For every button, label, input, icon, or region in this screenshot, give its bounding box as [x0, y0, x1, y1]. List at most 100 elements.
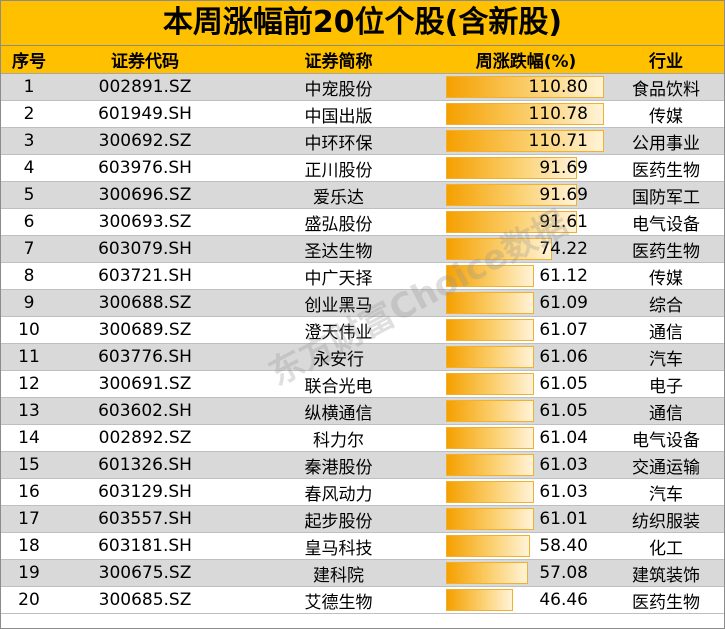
change-bar — [446, 508, 534, 530]
cell-name: 永安行 — [233, 343, 444, 371]
header-name: 证券简称 — [233, 46, 444, 74]
cell-industry: 传媒 — [608, 100, 724, 128]
cell-name: 起步股份 — [233, 505, 444, 533]
cell-rank: 13 — [1, 397, 57, 425]
table-body: 1 002891.SZ 中宠股份 110.80 食品饮料 2 601949.SH 中国出版 11… — [1, 73, 724, 614]
cell-change: 61.07 — [444, 316, 608, 344]
cell-name: 纵横通信 — [233, 397, 444, 425]
table-row: 2 601949.SH 中国出版 110.78 传媒 — [1, 100, 724, 128]
change-value: 61.12 — [539, 266, 588, 286]
cell-industry: 传媒 — [608, 262, 724, 290]
cell-industry: 电气设备 — [608, 208, 724, 236]
table-row: 16 603129.SH 春风动力 61.03 汽车 — [1, 478, 724, 506]
cell-change: 61.03 — [444, 451, 608, 479]
cell-name: 中环环保 — [233, 127, 444, 155]
change-bar — [446, 103, 604, 125]
change-bar — [446, 184, 577, 206]
cell-industry: 公用事业 — [608, 127, 724, 155]
cell-industry: 食品饮料 — [608, 73, 724, 101]
cell-change: 61.01 — [444, 505, 608, 533]
header-row: 序号 证券代码 证券简称 周涨跌幅(%) 行业 — [1, 46, 724, 74]
change-bar — [446, 400, 534, 422]
header-industry: 行业 — [608, 46, 724, 74]
change-bar — [446, 157, 577, 179]
cell-rank: 3 — [1, 127, 57, 155]
change-bar — [446, 292, 534, 314]
cell-change: 46.46 — [444, 586, 608, 614]
cell-code: 603976.SH — [57, 154, 233, 182]
cell-rank: 12 — [1, 370, 57, 398]
change-bar — [446, 535, 530, 557]
cell-code: 603602.SH — [57, 397, 233, 425]
cell-rank: 9 — [1, 289, 57, 317]
cell-industry: 国防军工 — [608, 181, 724, 209]
cell-change: 110.71 — [444, 127, 608, 155]
cell-name: 正川股份 — [233, 154, 444, 182]
cell-rank: 20 — [1, 586, 57, 614]
change-value: 61.03 — [539, 455, 588, 475]
cell-rank: 7 — [1, 235, 57, 263]
cell-rank: 19 — [1, 559, 57, 587]
cell-name: 澄天伟业 — [233, 316, 444, 344]
table-row: 18 603181.SH 皇马科技 58.40 化工 — [1, 532, 724, 560]
change-value: 91.69 — [539, 185, 588, 205]
cell-rank: 10 — [1, 316, 57, 344]
table-row: 10 300689.SZ 澄天伟业 61.07 通信 — [1, 316, 724, 344]
change-value: 61.05 — [539, 401, 588, 421]
cell-name: 联合光电 — [233, 370, 444, 398]
cell-name: 中广天择 — [233, 262, 444, 290]
cell-change: 57.08 — [444, 559, 608, 587]
cell-change: 74.22 — [444, 235, 608, 263]
table-row: 4 603976.SH 正川股份 91.69 医药生物 — [1, 154, 724, 182]
cell-rank: 8 — [1, 262, 57, 290]
cell-industry: 纺织服装 — [608, 505, 724, 533]
change-value: 110.71 — [528, 131, 588, 151]
change-value: 57.08 — [539, 563, 588, 583]
cell-rank: 18 — [1, 532, 57, 560]
cell-rank: 16 — [1, 478, 57, 506]
cell-code: 300693.SZ — [57, 208, 233, 236]
change-bar — [446, 454, 534, 476]
change-value: 61.07 — [539, 320, 588, 340]
change-value: 61.01 — [539, 509, 588, 529]
cell-name: 皇马科技 — [233, 532, 444, 560]
cell-industry: 电子 — [608, 370, 724, 398]
cell-rank: 17 — [1, 505, 57, 533]
cell-code: 002891.SZ — [57, 73, 233, 101]
cell-name: 艾德生物 — [233, 586, 444, 614]
table-row: 1 002891.SZ 中宠股份 110.80 食品饮料 — [1, 73, 724, 101]
cell-change: 110.80 — [444, 73, 608, 101]
cell-code: 300691.SZ — [57, 370, 233, 398]
change-value: 61.03 — [539, 482, 588, 502]
cell-industry: 电气设备 — [608, 424, 724, 452]
cell-industry: 通信 — [608, 397, 724, 425]
cell-code: 300688.SZ — [57, 289, 233, 317]
change-bar — [446, 562, 528, 584]
cell-code: 603557.SH — [57, 505, 233, 533]
change-bar — [446, 589, 513, 611]
cell-industry: 交通运输 — [608, 451, 724, 479]
header-change: 周涨跌幅(%) — [444, 46, 608, 74]
cell-rank: 1 — [1, 73, 57, 101]
table-row: 14 002892.SZ 科力尔 61.04 电气设备 — [1, 424, 724, 452]
change-value: 61.04 — [539, 428, 588, 448]
table-row: 6 300693.SZ 盛弘股份 91.61 电气设备 — [1, 208, 724, 236]
cell-rank: 6 — [1, 208, 57, 236]
cell-code: 603181.SH — [57, 532, 233, 560]
top-gainers-table: 序号 证券代码 证券简称 周涨跌幅(%) 行业 1 002891.SZ 中宠股份 11… — [1, 46, 724, 614]
cell-code: 300692.SZ — [57, 127, 233, 155]
cell-name: 秦港股份 — [233, 451, 444, 479]
change-value: 91.69 — [539, 158, 588, 178]
cell-change: 61.04 — [444, 424, 608, 452]
cell-change: 61.06 — [444, 343, 608, 371]
table-title: 本周涨幅前20位个股(含新股) — [1, 1, 724, 46]
cell-name: 中国出版 — [233, 100, 444, 128]
cell-name: 建科院 — [233, 559, 444, 587]
cell-rank: 2 — [1, 100, 57, 128]
cell-code: 601949.SH — [57, 100, 233, 128]
cell-code: 603129.SH — [57, 478, 233, 506]
cell-code: 300675.SZ — [57, 559, 233, 587]
table-row: 17 603557.SH 起步股份 61.01 纺织服装 — [1, 505, 724, 533]
change-value: 61.05 — [539, 374, 588, 394]
table-row: 13 603602.SH 纵横通信 61.05 通信 — [1, 397, 724, 425]
